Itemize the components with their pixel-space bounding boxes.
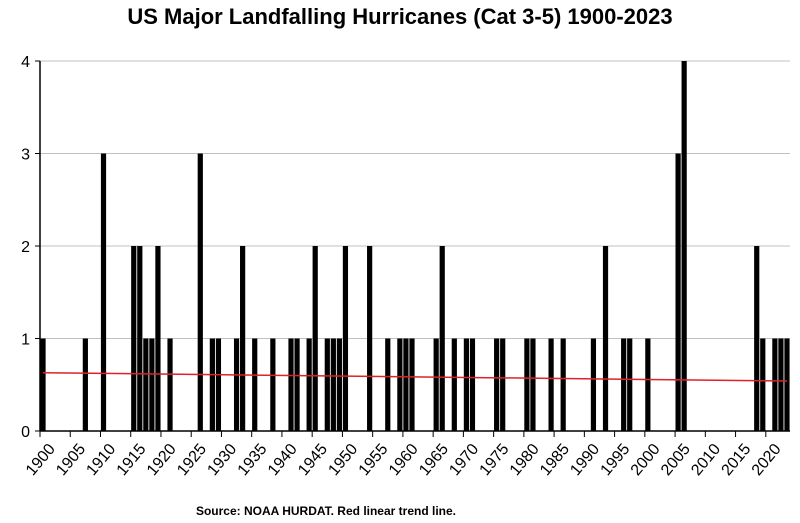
bar [82, 338, 88, 431]
bar [131, 246, 137, 431]
bar [215, 338, 222, 431]
x-tick-label: 1945 [295, 441, 331, 479]
bar [155, 246, 161, 431]
y-tick-label: 3 [21, 147, 30, 164]
x-tick-label: 2010 [688, 441, 724, 479]
x-tick-label: 1920 [144, 441, 180, 479]
x-tick-label: 2005 [658, 441, 694, 479]
x-tick-label: 1955 [356, 441, 392, 479]
bar [645, 338, 651, 431]
bar [433, 338, 439, 431]
bar [288, 338, 294, 431]
trend-line [43, 371, 787, 382]
x-tick-layer: 1900190519101915192019251930193519401945… [23, 441, 785, 479]
bar [409, 338, 415, 431]
bar [233, 338, 240, 431]
x-tick-label: 1995 [598, 441, 634, 479]
bar [100, 153, 107, 431]
bar [294, 338, 300, 431]
bar [494, 338, 500, 431]
bar [590, 338, 597, 431]
x-tick-label: 2015 [719, 441, 755, 479]
x-tick-label: 1935 [235, 441, 271, 479]
bar [240, 246, 246, 431]
bar [500, 338, 506, 431]
x-tick-label: 1975 [477, 441, 513, 479]
bar [306, 338, 312, 431]
x-tick-label: 1970 [446, 441, 482, 479]
bar [784, 338, 790, 431]
x-tick-label: 2000 [628, 441, 664, 479]
bar [439, 246, 445, 431]
y-tick-label: 1 [21, 332, 30, 349]
bar [252, 338, 258, 431]
bar [137, 246, 143, 431]
x-tick-label: 1915 [114, 441, 150, 479]
bar [560, 338, 566, 431]
bar [324, 338, 330, 431]
bar [40, 338, 46, 431]
bar [778, 338, 784, 431]
bar [385, 338, 391, 431]
bar [270, 338, 276, 431]
y-tick-label: 2 [21, 239, 30, 256]
bar [469, 338, 476, 431]
bar [342, 246, 349, 431]
bar [621, 338, 627, 431]
bar [403, 338, 409, 431]
y-tick-label: 0 [21, 424, 30, 441]
bar [167, 338, 173, 431]
x-tick-label: 1985 [537, 441, 573, 479]
bar [524, 338, 530, 431]
bar [548, 338, 554, 431]
x-tick-label: 1950 [325, 441, 361, 479]
x-tick-label: 1905 [53, 441, 89, 479]
bar [209, 338, 215, 431]
x-tick-label: 1940 [265, 441, 301, 479]
bar [397, 338, 403, 431]
axis-layer [35, 60, 790, 437]
bar [149, 338, 155, 431]
y-tick-layer: 0 1 2 3 4 [21, 54, 30, 441]
bar [336, 338, 342, 431]
x-tick-label: 1965 [416, 441, 452, 479]
bar [760, 338, 766, 431]
bar [772, 338, 778, 431]
bar [451, 338, 457, 431]
bar [197, 153, 203, 431]
x-tick-label: 1980 [507, 441, 543, 479]
bar [312, 246, 318, 431]
x-tick-label: 2020 [749, 441, 785, 479]
bar [627, 338, 633, 431]
x-tick-label: 1900 [23, 441, 59, 479]
bars-layer [40, 61, 790, 431]
bar [463, 338, 470, 431]
bar [143, 338, 149, 431]
bar [754, 246, 760, 431]
bar [330, 338, 336, 431]
bar [530, 338, 536, 431]
x-tick-label: 1930 [204, 441, 240, 479]
y-tick-label: 4 [21, 54, 30, 71]
chart-title: US Major Landfalling Hurricanes (Cat 3-5… [127, 4, 673, 29]
x-tick-label: 1925 [174, 441, 210, 479]
bar [367, 246, 373, 431]
bar [602, 246, 609, 431]
grid-layer [40, 60, 790, 339]
bar [675, 153, 681, 431]
x-tick-label: 1990 [567, 441, 603, 479]
bar [681, 61, 687, 431]
x-tick-label: 1910 [83, 441, 119, 479]
chart-source-note: Source: NOAA HURDAT. Red linear trend li… [195, 504, 457, 518]
trend-layer [43, 371, 787, 382]
x-tick-label: 1960 [386, 441, 422, 479]
